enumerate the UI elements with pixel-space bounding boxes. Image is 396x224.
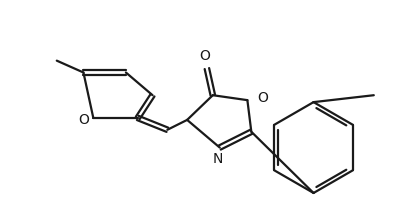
Text: N: N <box>213 151 223 166</box>
Text: O: O <box>78 113 89 127</box>
Text: O: O <box>257 91 268 105</box>
Text: O: O <box>200 49 210 63</box>
